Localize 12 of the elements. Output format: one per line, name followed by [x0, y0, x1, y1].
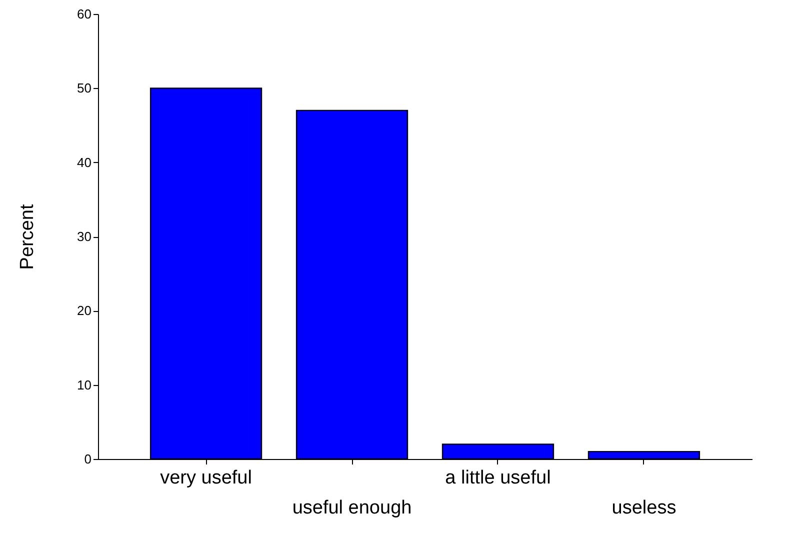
x-tick-label: useful enough	[292, 498, 412, 518]
y-tick-label: 50	[77, 80, 92, 96]
y-tick-label: 0	[84, 452, 92, 466]
y-tick-label: 10	[77, 377, 92, 392]
x-tick-label: a little useful	[445, 468, 551, 488]
y-tick-label: 30	[77, 229, 92, 244]
y-tick-label: 60	[77, 6, 92, 22]
y-tick-label: 40	[77, 154, 92, 170]
x-tick-label: very useful	[160, 468, 252, 488]
x-tick-label: useless	[612, 498, 676, 518]
y-axis-title: Percent	[17, 204, 38, 270]
y-tick-label: 20	[77, 303, 92, 318]
